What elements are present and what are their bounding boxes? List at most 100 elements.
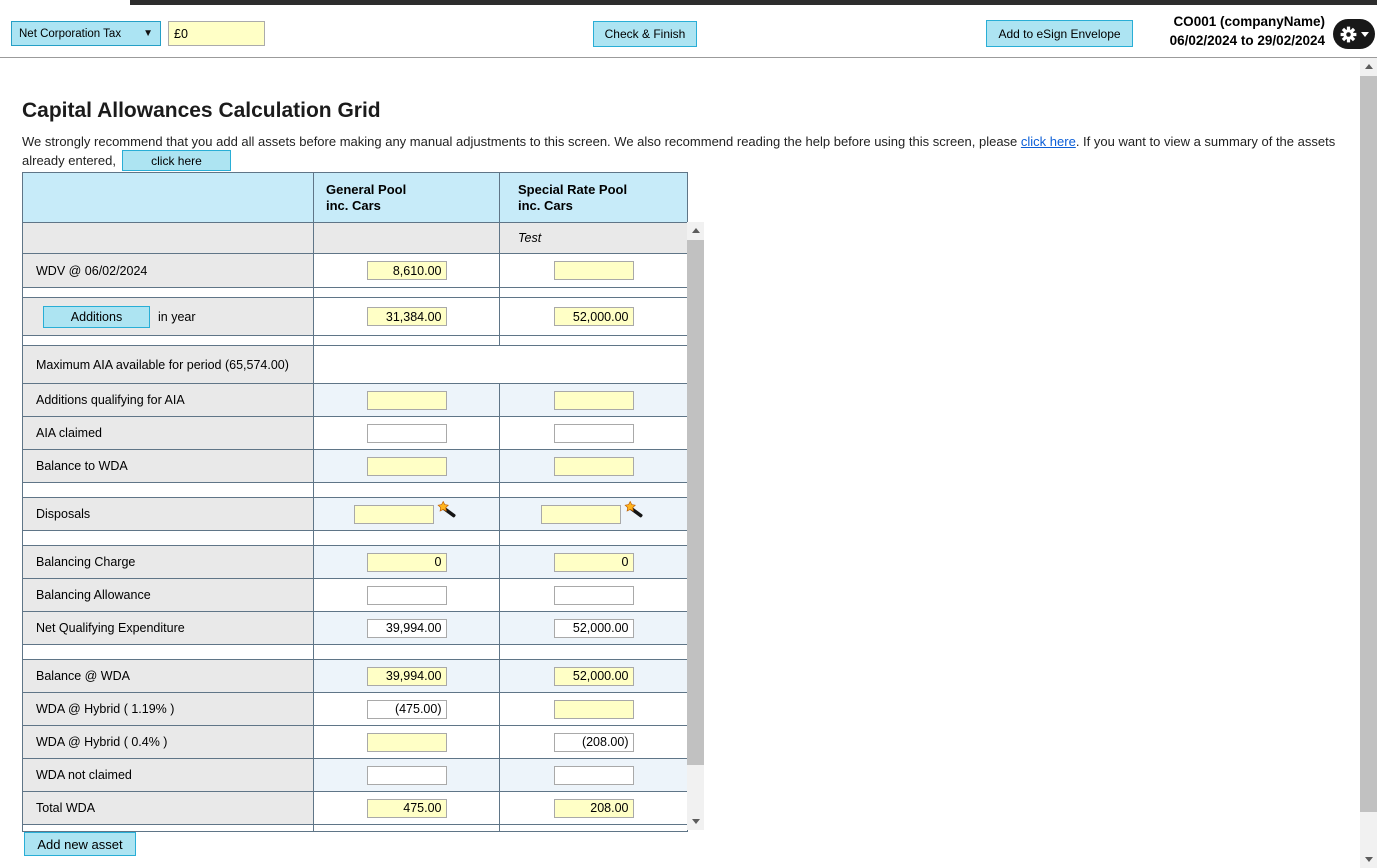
intro-text-part2: . If you want to view a summary of the a… (22, 134, 1336, 168)
spacer-cell (314, 288, 500, 297)
grid-row-aia-claimed: AIA claimed (23, 417, 687, 450)
spacer-cell (23, 531, 314, 545)
general-pool-cell (314, 298, 500, 335)
input-general-pool-wda-hybrid-1-19[interactable] (366, 699, 447, 719)
grid-row-balance-wda: Balance @ WDA (23, 660, 687, 693)
input-special-rate-pool-balancing-charge[interactable] (553, 552, 634, 572)
grid-scrollbar-thumb[interactable] (687, 240, 704, 765)
general-pool-cell (314, 384, 500, 416)
general-pool-cell (314, 612, 500, 644)
row-label: Balance to WDA (23, 450, 314, 482)
chevron-down-icon: ▼ (143, 28, 153, 39)
input-general-pool-balancing-charge[interactable] (366, 552, 447, 572)
add-to-esign-envelope-button[interactable]: Add to eSign Envelope (986, 20, 1133, 47)
page-title: Capital Allowances Calculation Grid (22, 99, 381, 123)
row-label: Total WDA (23, 792, 314, 824)
page-scrollbar[interactable] (1360, 58, 1377, 868)
grid-row-wda-not-claimed: WDA not claimed (23, 759, 687, 792)
input-general-pool-wdv-06-02-2024[interactable] (366, 261, 447, 280)
input-special-rate-pool-disposals[interactable] (540, 504, 621, 524)
help-link[interactable]: click here (1020, 134, 1076, 149)
special-rate-pool-cell (500, 417, 687, 449)
row-label: Net Qualifying Expenditure (23, 612, 314, 644)
input-special-rate-pool-wdv-06-02-2024[interactable] (553, 261, 634, 280)
input-general-pool-aia-claimed[interactable] (366, 423, 447, 443)
special-rate-pool-cell (500, 579, 687, 611)
magic-wand-icon[interactable] (623, 501, 647, 521)
add-new-asset-button[interactable]: Add new asset (24, 832, 136, 856)
input-general-pool-net-qualifying-expenditure[interactable] (366, 618, 447, 638)
scroll-down-icon[interactable] (1360, 851, 1377, 868)
spacer-cell (500, 483, 687, 497)
input-general-pool-balance-wda[interactable] (366, 666, 447, 686)
row-label: Balance @ WDA (23, 660, 314, 692)
grid-row-wda-hybrid-1-19: WDA @ Hybrid ( 1.19% ) (23, 693, 687, 726)
page-scrollbar-thumb[interactable] (1360, 76, 1377, 812)
spacer-cell (500, 645, 687, 659)
input-general-pool-balance-to-wda[interactable] (366, 456, 447, 476)
grid-header-blank (23, 173, 314, 222)
browser-top-strip (130, 0, 1377, 5)
grid-header-special-rate-pool: Special Rate Pool inc. Cars (518, 182, 628, 213)
scroll-down-icon[interactable] (687, 813, 704, 830)
input-special-rate-pool-additions-qualifying-for-aia[interactable] (553, 390, 634, 410)
input-special-rate-pool-balancing-allowance[interactable] (553, 585, 634, 605)
scroll-up-icon[interactable] (687, 222, 704, 239)
asset-cell (23, 223, 314, 253)
general-pool-cell (314, 726, 500, 758)
input-special-rate-pool-balance-to-wda[interactable] (553, 456, 634, 476)
row-label: WDA not claimed (23, 759, 314, 791)
input-special-rate-pool-total-wda[interactable] (553, 798, 634, 818)
input-special-rate-pool-additions[interactable] (553, 307, 634, 326)
input-general-pool-wda-hybrid-0-4[interactable] (366, 732, 447, 752)
merged-value-cell (314, 346, 687, 383)
input-general-pool-disposals[interactable] (353, 504, 434, 524)
grid-row-balance-to-wda: Balance to WDA (23, 450, 687, 483)
input-special-rate-pool-wda-not-claimed[interactable] (553, 765, 634, 785)
asset-name-label: Test (500, 223, 687, 253)
general-pool-cell (314, 546, 500, 578)
special-rate-pool-cell (500, 726, 687, 758)
additions-button[interactable]: Additions (43, 305, 150, 328)
input-special-rate-pool-aia-claimed[interactable] (553, 423, 634, 443)
general-pool-cell (314, 579, 500, 611)
grid-spacer-row (23, 483, 687, 498)
input-general-pool-balancing-allowance[interactable] (366, 585, 447, 605)
row-label: WDA @ Hybrid ( 0.4% ) (23, 726, 314, 758)
input-special-rate-pool-net-qualifying-expenditure[interactable] (553, 618, 634, 638)
input-general-pool-wda-not-claimed[interactable] (366, 765, 447, 785)
input-general-pool-additions[interactable] (366, 307, 447, 326)
grid-spacer-row (23, 645, 687, 660)
chevron-down-icon (1361, 31, 1369, 37)
asset-summary-button[interactable]: click here (121, 150, 231, 172)
spacer-cell (23, 336, 314, 345)
input-general-pool-total-wda[interactable] (366, 798, 447, 818)
grid-scrollbar[interactable] (687, 222, 704, 830)
tax-type-dropdown[interactable]: Net Corporation Tax ▼ (11, 21, 161, 46)
gear-icon (1340, 26, 1357, 42)
grid-row-maximum-aia-available-for-period-65-574-00: Maximum AIA available for period (65,574… (23, 346, 687, 384)
row-label: Balancing Allowance (23, 579, 314, 611)
input-special-rate-pool-wda-hybrid-0-4[interactable] (553, 732, 634, 752)
input-special-rate-pool-wda-hybrid-1-19[interactable] (553, 699, 634, 719)
grid-row-net-qualifying-expenditure: Net Qualifying Expenditure (23, 612, 687, 645)
tax-amount-input[interactable] (168, 21, 265, 46)
spacer-cell (23, 645, 314, 659)
settings-menu-button[interactable] (1333, 19, 1375, 49)
scroll-up-icon[interactable] (1360, 58, 1377, 75)
company-name: CO001 (companyName) (1173, 14, 1325, 29)
input-general-pool-additions-qualifying-for-aia[interactable] (366, 390, 447, 410)
grid-spacer-row (23, 336, 687, 346)
spacer-cell (314, 531, 500, 545)
special-rate-pool-cell (500, 498, 687, 530)
grid-body: Test WDV @ 06/02/2024 Additions in year Maxi… (23, 223, 687, 831)
general-pool-cell (314, 759, 500, 791)
grid-spacer-row (23, 825, 687, 831)
input-special-rate-pool-balance-wda[interactable] (553, 666, 634, 686)
special-rate-pool-cell (500, 450, 687, 482)
row-label-additions: Additions in year (23, 298, 314, 335)
magic-wand-icon[interactable] (436, 501, 460, 521)
check-finish-button[interactable]: Check & Finish (593, 21, 697, 47)
grid-row-additions: Additions in year (23, 298, 687, 336)
general-pool-cell (314, 693, 500, 725)
